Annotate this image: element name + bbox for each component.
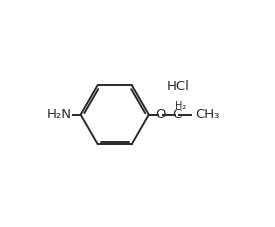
Text: H₂: H₂	[175, 101, 186, 111]
Text: H₂N: H₂N	[47, 108, 72, 121]
Text: O: O	[155, 108, 166, 121]
Text: C: C	[172, 108, 182, 121]
Text: CH₃: CH₃	[195, 108, 219, 121]
Text: HCl: HCl	[166, 80, 189, 93]
